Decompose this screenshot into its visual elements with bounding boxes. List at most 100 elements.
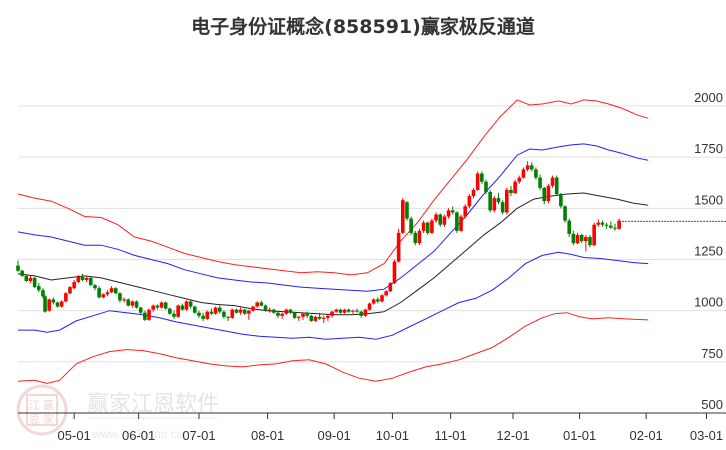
candle [147,309,151,320]
candle [371,299,376,304]
candle [176,305,180,317]
candle [113,288,118,294]
candle [346,309,351,312]
candle [401,200,405,233]
candle [43,296,47,312]
candle [201,315,205,319]
candle [430,220,434,233]
candle [267,309,272,311]
candle [463,206,467,217]
candle [342,309,347,313]
candle [159,302,164,308]
x-tick-label: 01-01 [563,428,596,443]
x-tick-label: 11-01 [434,428,466,443]
x-tick-label: 10-01 [376,428,409,443]
candle [396,232,401,262]
candle [222,311,226,317]
candle [559,194,563,207]
band-line-outer_upper [17,99,649,276]
candle [80,276,85,280]
candle [413,232,418,244]
candle [584,236,588,242]
candle [259,302,264,306]
candle [326,315,330,318]
candle [59,301,64,307]
candle [280,313,284,316]
watermark-seal-icon [16,384,68,436]
candle [459,216,463,231]
candle [538,177,542,188]
candle [579,234,584,242]
y-tick-label: 1250 [694,244,723,259]
candle [93,285,97,289]
candle [226,316,230,318]
candle [84,277,89,280]
candle [72,282,76,289]
candle [509,189,513,193]
x-tick-label: 02-01 [630,428,663,443]
candle [41,290,45,297]
candle [288,309,293,313]
y-tick-label: 1500 [694,192,723,207]
candle [600,222,605,225]
y-axis-labels: 500 750 1000 1250 1500 1750 2000 [694,90,723,412]
band-line-inner_lower [18,251,649,340]
candle [184,301,189,310]
candle [617,220,621,229]
candle [109,288,114,293]
candle [297,316,301,318]
candle [24,275,29,281]
candle [542,187,547,202]
candle [37,286,41,291]
candle [355,310,359,312]
watermark-seal-char: 恩 [29,413,40,426]
candle [442,216,447,225]
candle [76,276,81,283]
candle [64,293,68,302]
candle [126,299,131,306]
candle [380,295,384,302]
candle [47,299,51,311]
candle [28,277,33,281]
candle [334,309,339,312]
candle [529,165,534,170]
y-tick-label: 750 [701,346,723,361]
candle [89,277,93,286]
candle [217,307,222,312]
candle [351,310,355,312]
candle [317,316,322,319]
candle [309,315,314,321]
grid-lines [18,105,726,363]
candle [592,224,596,246]
watermark-seal-char: 家 [43,412,54,426]
candle [205,311,210,319]
candle [488,191,492,211]
candle [525,165,530,170]
candle [130,301,135,306]
candle [51,299,56,303]
candle [446,210,451,217]
candle [521,169,526,178]
candle [496,198,501,203]
candle [388,283,393,292]
candle [455,212,459,231]
candle [255,302,259,307]
candle [263,305,268,311]
candle [168,308,172,314]
candle [392,261,397,284]
candle [313,316,318,321]
candle [97,288,101,298]
x-tick-label: 08-01 [251,428,284,443]
candle [517,177,522,182]
candle [338,309,343,313]
candle [188,301,193,307]
candle [101,294,106,298]
candle [596,222,601,225]
candle [434,214,438,221]
x-tick-label: 05-01 [58,428,91,443]
watermark-seal-char: 江 [29,399,40,412]
candle [500,202,505,213]
candle [20,270,24,276]
candle [276,312,280,316]
